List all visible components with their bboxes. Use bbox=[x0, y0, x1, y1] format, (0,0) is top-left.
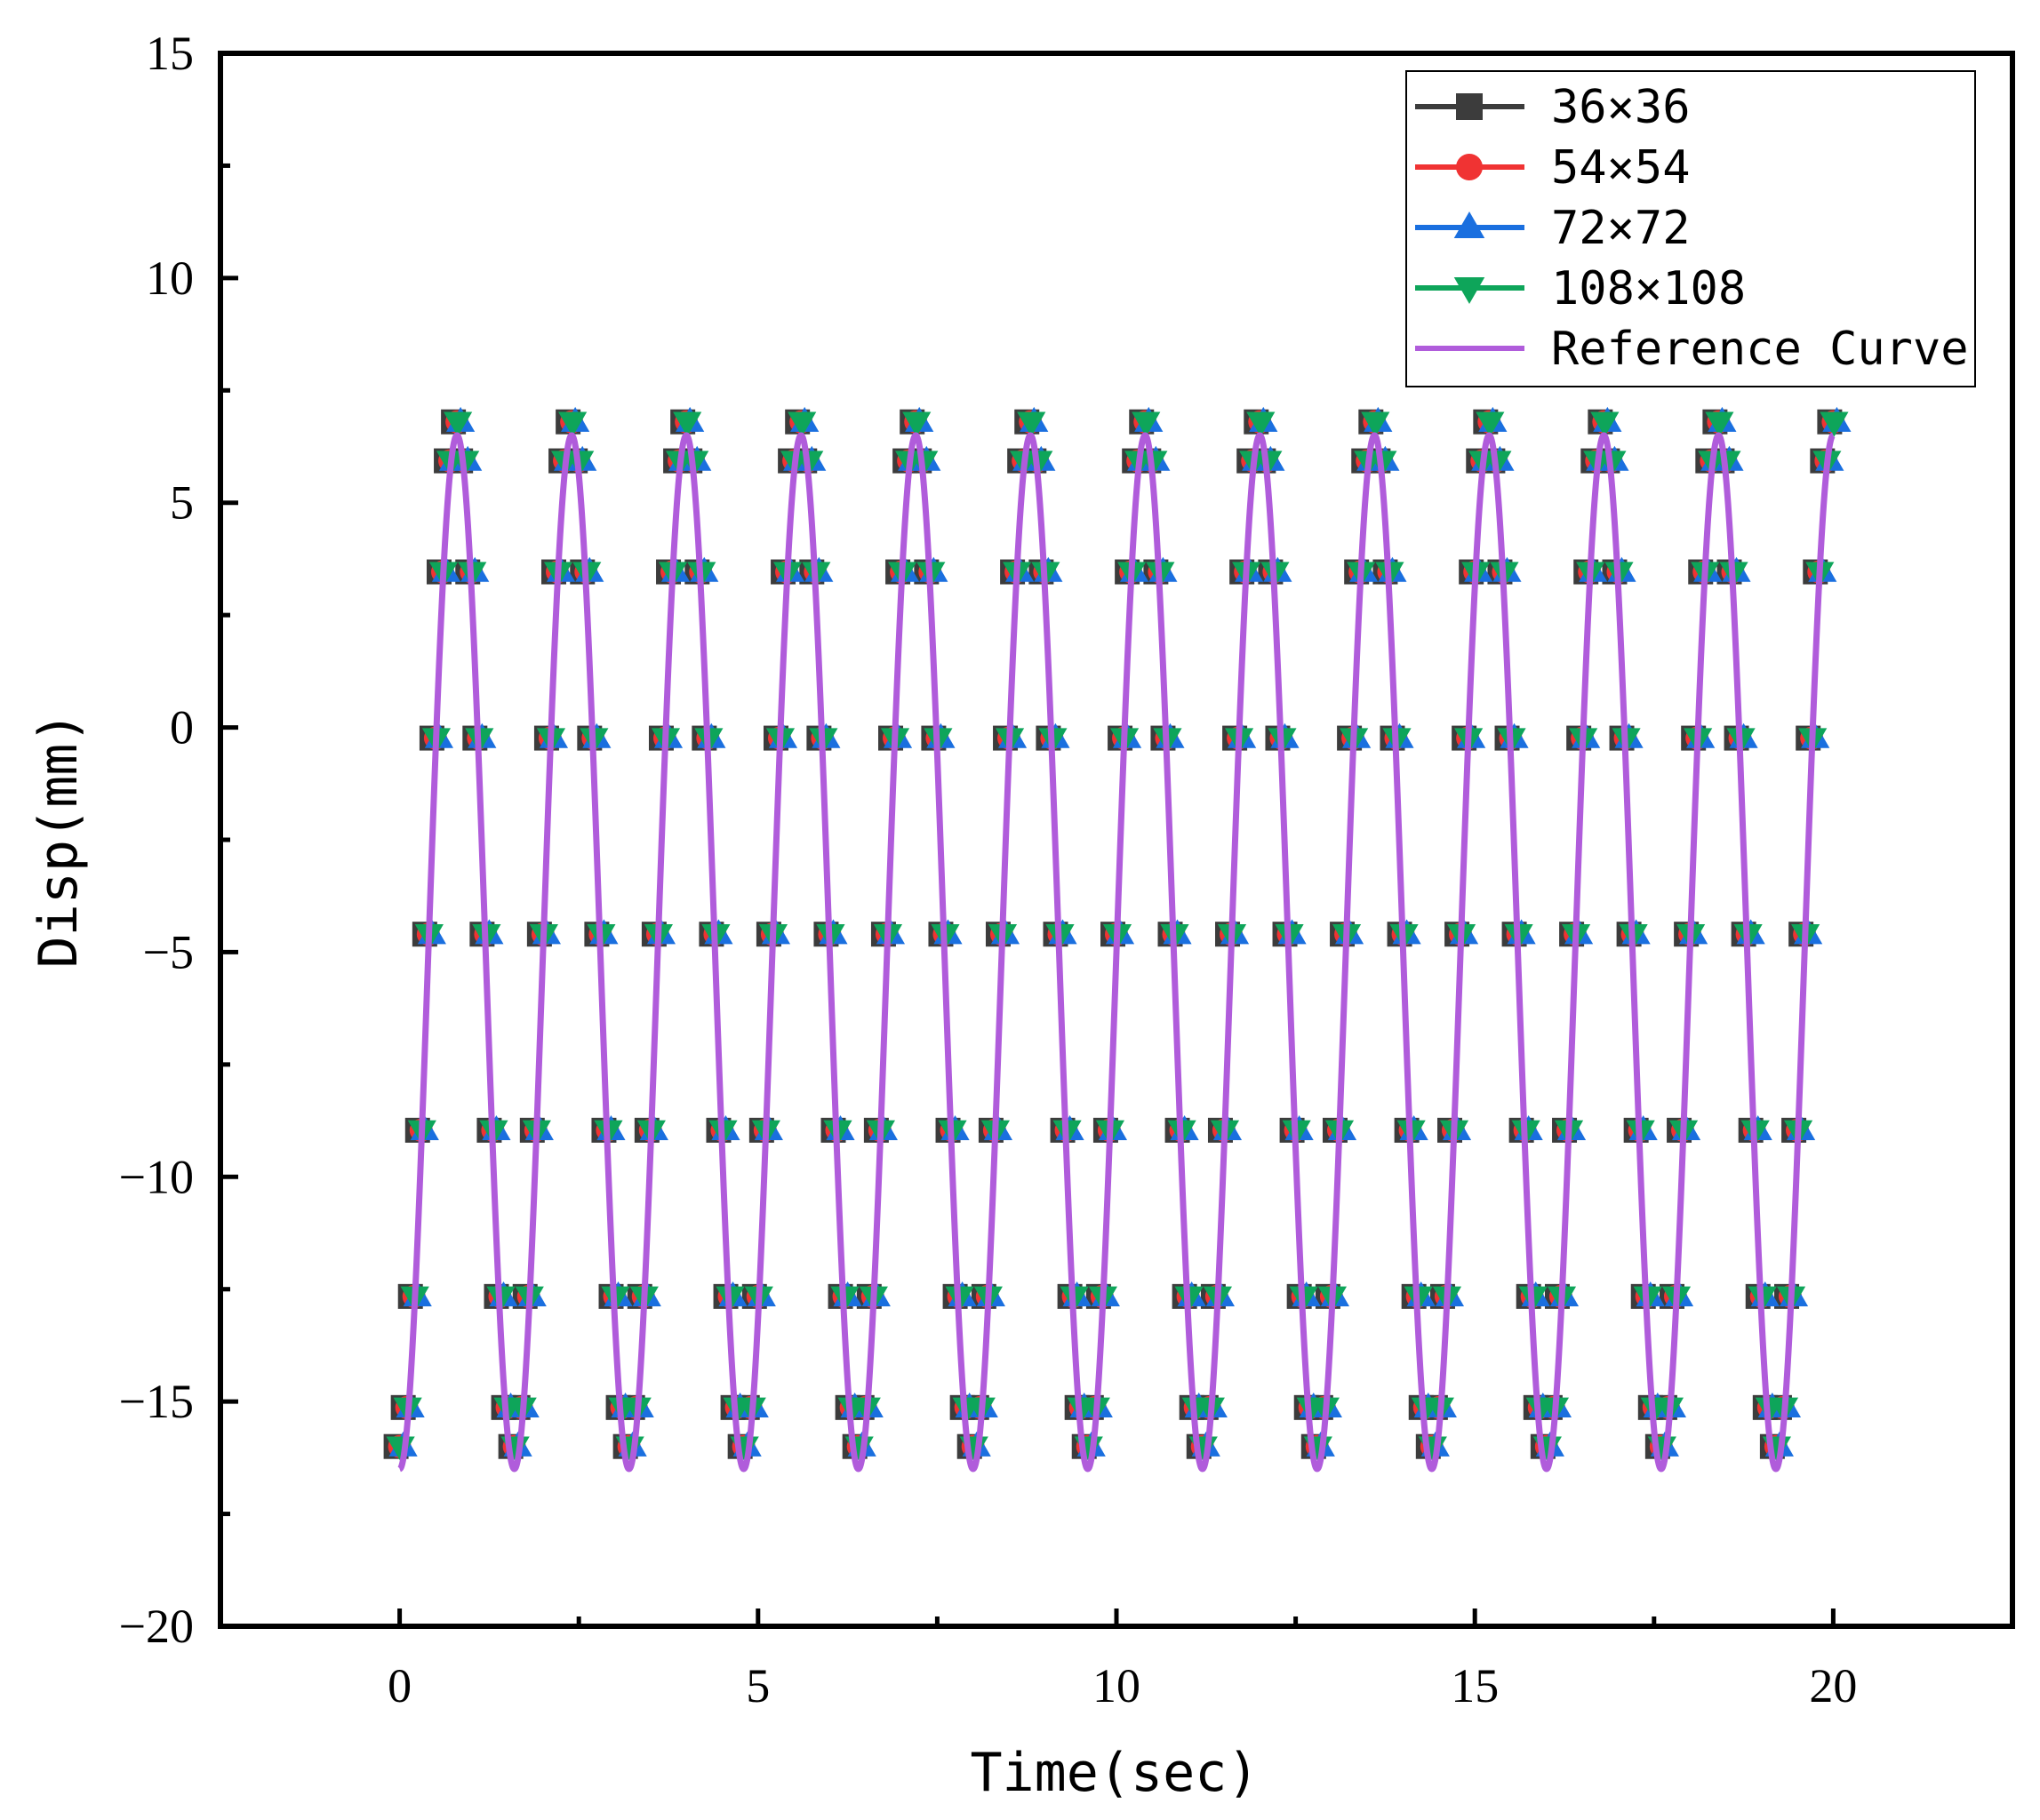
legend-marker-1 bbox=[1456, 93, 1483, 120]
y-tick-label: −5 bbox=[143, 925, 194, 978]
data-point bbox=[1590, 411, 1620, 437]
y-tick-label: −20 bbox=[119, 1600, 194, 1653]
legend-marker-2 bbox=[1456, 154, 1483, 180]
data-point bbox=[1705, 411, 1734, 437]
legend-label-3: 72×72 bbox=[1551, 202, 1691, 255]
y-tick-label: 15 bbox=[146, 27, 194, 80]
legend-label-2: 54×54 bbox=[1551, 141, 1691, 195]
legend-marker-4 bbox=[1453, 277, 1485, 304]
marker-layer bbox=[383, 406, 1852, 1462]
y-tick-label: −10 bbox=[119, 1150, 194, 1203]
x-tick-label: 10 bbox=[1092, 1659, 1140, 1712]
axis-ticks: 0 5 10 15 20 15 10 5 0 −5 −10 −15 −20 bbox=[119, 27, 1858, 1712]
data-point bbox=[902, 411, 932, 437]
reference-curve-layer bbox=[396, 432, 1836, 1473]
data-point bbox=[1017, 411, 1046, 437]
data-point bbox=[1246, 411, 1276, 437]
data-point bbox=[1361, 411, 1390, 437]
legend-label-5: Reference Curve bbox=[1551, 323, 1969, 376]
data-point bbox=[1476, 411, 1505, 437]
reference-curve-line bbox=[396, 432, 1836, 1473]
data-point bbox=[788, 411, 817, 437]
legend-label-4: 108×108 bbox=[1551, 262, 1746, 315]
y-tick-label: 0 bbox=[170, 701, 194, 754]
x-axis-title: Time(sec) bbox=[970, 1742, 1259, 1804]
data-point bbox=[558, 411, 588, 437]
legend-marker-3 bbox=[1453, 212, 1485, 238]
y-axis-title: Disp(mm) bbox=[28, 712, 90, 969]
y-tick-label: 10 bbox=[146, 251, 194, 305]
data-point bbox=[673, 411, 702, 437]
legend-items: 36×36 54×54 72×72 108×108 Reference Curve bbox=[1415, 81, 1969, 376]
y-tick-label: −15 bbox=[119, 1375, 194, 1428]
x-tick-label: 0 bbox=[388, 1659, 412, 1712]
data-point bbox=[444, 411, 473, 437]
y-tick-label: 5 bbox=[170, 476, 194, 530]
x-tick-label: 15 bbox=[1451, 1659, 1499, 1712]
x-tick-label: 5 bbox=[746, 1659, 770, 1712]
legend-label-1: 36×36 bbox=[1551, 81, 1691, 134]
data-point bbox=[1820, 411, 1849, 437]
x-tick-label: 20 bbox=[1809, 1659, 1857, 1712]
legend: 36×36 54×54 72×72 108×108 Reference Curve bbox=[1405, 70, 1976, 387]
data-point bbox=[1132, 411, 1161, 437]
